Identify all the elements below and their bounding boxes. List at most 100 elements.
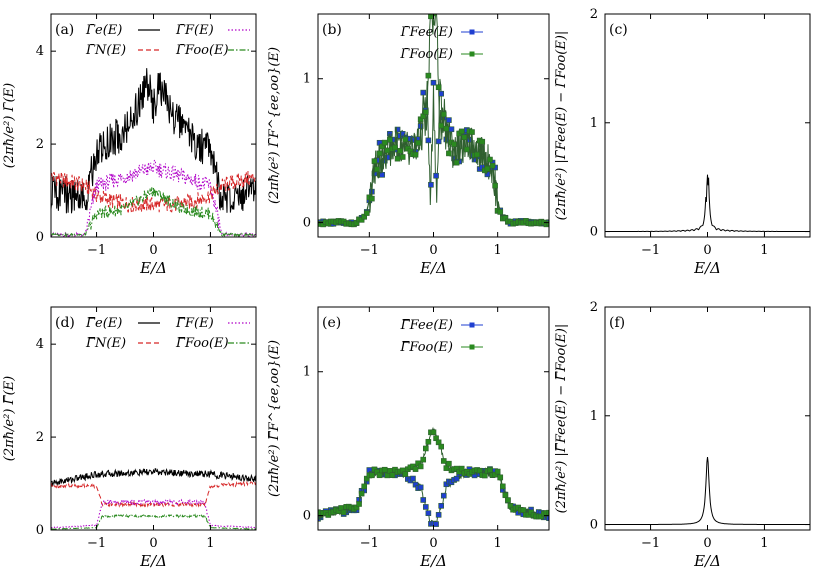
data-point — [428, 181, 434, 188]
panel-label: (d) — [55, 315, 75, 331]
y-tick-label: 2 — [590, 7, 598, 22]
x-tick-label: 1 — [760, 243, 768, 258]
x-tick-label: −1 — [641, 243, 660, 258]
data-point — [458, 465, 465, 472]
x-tick-label: 1 — [494, 243, 502, 258]
legend-marker — [469, 322, 475, 328]
series-line-Γ̿N — [51, 480, 256, 508]
panel-label: (a) — [55, 22, 74, 38]
data-point — [425, 72, 432, 79]
axes-frame — [604, 13, 811, 238]
x-tick-label: 0 — [429, 536, 437, 551]
x-tick-label: −1 — [360, 536, 379, 551]
data-point — [374, 166, 380, 173]
data-point — [438, 443, 445, 450]
x-tick-label: −1 — [87, 536, 106, 551]
data-point — [453, 475, 460, 482]
data-point — [402, 136, 409, 143]
x-tick-label: 0 — [429, 243, 437, 258]
data-point — [494, 468, 501, 475]
data-point — [410, 475, 416, 482]
data-point — [440, 111, 447, 118]
data-point — [379, 172, 385, 178]
data-point — [461, 134, 468, 141]
y-tick-label: 2 — [36, 430, 44, 445]
legend-marker — [469, 344, 475, 350]
plot-area — [51, 68, 256, 237]
data-point — [443, 125, 450, 132]
legend-marker — [469, 51, 475, 57]
series-line-Γ̄Fee — [318, 78, 549, 226]
x-axis-label: E/Δ — [693, 552, 721, 570]
data-point — [371, 158, 378, 164]
data-point — [446, 117, 452, 123]
data-point — [484, 165, 491, 172]
data-point — [381, 139, 388, 146]
data-point — [433, 521, 439, 527]
data-point — [389, 472, 396, 478]
x-tick-label: 0 — [149, 536, 157, 551]
data-point — [474, 151, 480, 158]
series-line-difference — [605, 457, 810, 525]
data-point — [363, 210, 370, 216]
x-tick-label: 0 — [703, 243, 711, 258]
data-point — [546, 509, 549, 516]
data-point — [420, 497, 427, 503]
data-point — [446, 150, 452, 157]
data-point — [435, 138, 442, 145]
data-point — [438, 122, 445, 129]
panel-d: −1 0 1 0 2 4 E/Δ (2πħ/e²) Γ̿(E) (d) Γ̿e(E) Γ̿N(E) Γ… — [2, 306, 257, 570]
data-point — [430, 429, 437, 436]
data-point — [435, 84, 442, 91]
y-tick-label: 1 — [590, 409, 598, 424]
y-axis-label: (2πħ/e²) Γ̿(E) — [2, 376, 17, 461]
data-point — [433, 172, 439, 179]
data-point — [384, 147, 391, 154]
y-axis-label: (2πħ/e²) |Γ̄Fee(E) − Γ̄Foo(E)| — [554, 31, 569, 221]
series-line-Γ̄Foo — [51, 187, 256, 237]
y-tick-label: 4 — [36, 44, 44, 59]
data-point — [499, 483, 506, 490]
legend-label: Γ̄Foo(E) — [175, 43, 229, 58]
x-axis-label: E/Δ — [139, 552, 167, 570]
x-tick-label: −1 — [641, 536, 660, 551]
y-tick-label: 0 — [590, 518, 598, 533]
legend-label: Γ̿Foo(E) — [175, 336, 229, 351]
y-tick-label: 4 — [36, 337, 44, 352]
series-line-Γ̿Foo — [51, 513, 256, 530]
panel-label: (f) — [609, 315, 625, 331]
x-axis-label: E/Δ — [419, 552, 447, 570]
data-point — [546, 220, 549, 227]
x-tick-label: 1 — [760, 536, 768, 551]
data-point — [415, 140, 421, 146]
x-axis-label: E/Δ — [139, 259, 167, 277]
data-point — [446, 460, 452, 467]
data-point — [502, 492, 509, 499]
y-tick-label: 1 — [303, 365, 311, 380]
data-point — [438, 90, 445, 97]
series-line-difference — [605, 174, 810, 233]
data-point — [387, 136, 393, 143]
data-point — [397, 148, 403, 154]
data-point — [394, 155, 401, 162]
y-axis-label: (2πħ/e²) Γ̄F^{ee,oo}(E) — [267, 47, 282, 204]
data-point — [422, 445, 429, 452]
data-point — [376, 472, 383, 479]
data-point — [420, 89, 427, 96]
data-point — [369, 472, 375, 479]
legend-label: Γ̿e(E) — [85, 316, 122, 331]
y-axis-label: (2πħ/e²) Γ̄(E) — [2, 83, 17, 168]
x-tick-label: 1 — [494, 536, 502, 551]
legend-label: Γ̄F(E) — [175, 23, 214, 38]
data-point — [448, 126, 455, 133]
data-point — [438, 503, 445, 509]
series-line-Γ̄N — [51, 170, 256, 213]
data-point — [489, 162, 496, 169]
data-point — [451, 141, 457, 148]
data-point — [453, 159, 460, 166]
y-tick-label: 0 — [36, 523, 44, 538]
legend-label: Γ̿N(E) — [85, 336, 126, 351]
panel-b: −1 0 1 0 1 E/Δ (2πħ/e²) Γ̄F^{ee,oo}(E) (b) Γ̄Fee… — [267, 13, 550, 277]
data-point — [479, 138, 486, 145]
